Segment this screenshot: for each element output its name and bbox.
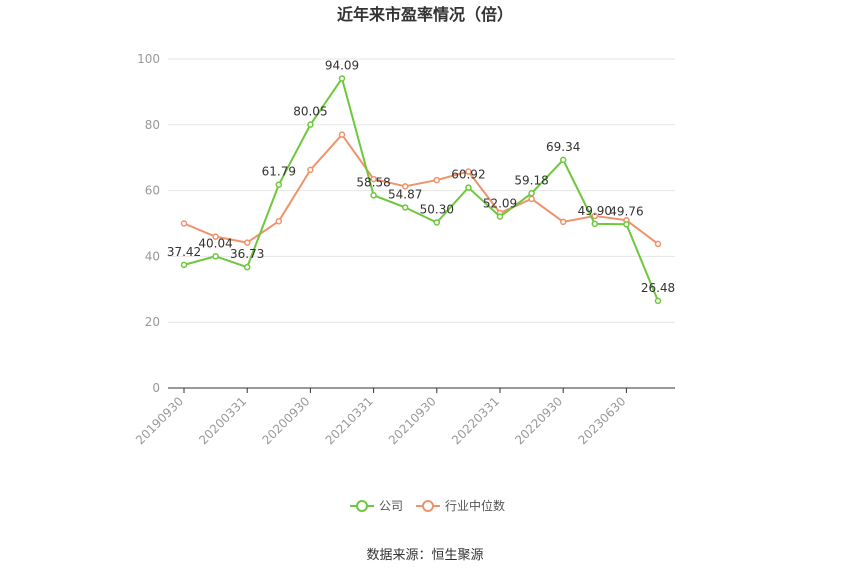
data-point [623, 221, 630, 228]
data-label: 80.05 [293, 105, 327, 119]
data-point [591, 220, 599, 228]
data-label: 50.30 [420, 203, 454, 217]
data-point [401, 183, 409, 190]
y-tick-label: 100 [137, 52, 160, 66]
series [180, 75, 662, 305]
data-point [180, 261, 188, 269]
data-point [243, 263, 251, 271]
data-point [433, 176, 441, 184]
x-tick-label: 20200331 [196, 394, 249, 447]
data-point [307, 166, 314, 174]
data-point [654, 297, 662, 305]
data-point [528, 190, 535, 197]
data-label: 26.48 [641, 281, 675, 295]
data-label: 58.58 [356, 175, 390, 189]
data-source: 数据来源：恒生聚源 [366, 548, 483, 563]
legend-label: 公司 [379, 499, 403, 513]
data-point [212, 233, 219, 240]
x-tick-label: 20210331 [323, 394, 376, 447]
x-tick-label: 20210930 [386, 394, 439, 447]
data-label: 52.09 [483, 197, 517, 211]
data-point [180, 220, 188, 227]
data-point [654, 240, 662, 248]
x-tick-label: 20230630 [575, 394, 628, 447]
data-point [212, 253, 219, 260]
legend[interactable]: 公司 行业中位数 [350, 498, 505, 513]
data-label: 49.76 [609, 204, 643, 218]
data-point [559, 156, 567, 164]
data-point [370, 192, 377, 199]
y-tick-label: 0 [152, 381, 160, 395]
data-point [559, 218, 567, 226]
data-label: 37.42 [167, 245, 201, 259]
data-label: 49.90 [578, 204, 612, 218]
data-point [243, 239, 251, 246]
y-tick-label: 60 [145, 184, 160, 198]
data-point [307, 121, 314, 128]
data-label: 36.73 [230, 247, 264, 261]
data-label: 54.87 [388, 187, 422, 201]
x-tick-label: 20220331 [449, 394, 502, 447]
data-point [275, 217, 283, 225]
grid [168, 58, 675, 323]
data-point [338, 131, 346, 138]
data-point [591, 212, 599, 220]
y-tick-label: 40 [145, 249, 160, 263]
data-point [528, 195, 535, 203]
data-label: 94.09 [325, 58, 359, 72]
legend-marker [356, 500, 368, 512]
data-point [401, 204, 409, 211]
legend-label: 行业中位数 [445, 498, 505, 513]
data-point [433, 219, 441, 226]
data-point [338, 75, 346, 82]
y-tick-label: 20 [145, 315, 160, 329]
legend-marker [422, 500, 434, 512]
x-tick-label: 20200930 [259, 394, 312, 447]
data-point [465, 168, 472, 175]
data-label: 60.92 [451, 168, 485, 182]
y-tick-label: 80 [145, 118, 160, 132]
data-point [370, 175, 377, 183]
chart-title: 近年来市盈率情况（倍） [337, 5, 513, 24]
data-label: 61.79 [262, 165, 296, 179]
data-label: 69.34 [546, 140, 580, 154]
data-point [465, 184, 472, 191]
data-label: 59.18 [514, 173, 548, 187]
data-point [496, 213, 504, 220]
data-label: 40.04 [198, 236, 232, 250]
series-line-1 [183, 133, 659, 245]
x-tick-label: 20190930 [133, 394, 186, 447]
x-tick-label: 20220930 [512, 394, 565, 447]
data-point [275, 181, 283, 188]
series-line-0 [183, 77, 659, 302]
